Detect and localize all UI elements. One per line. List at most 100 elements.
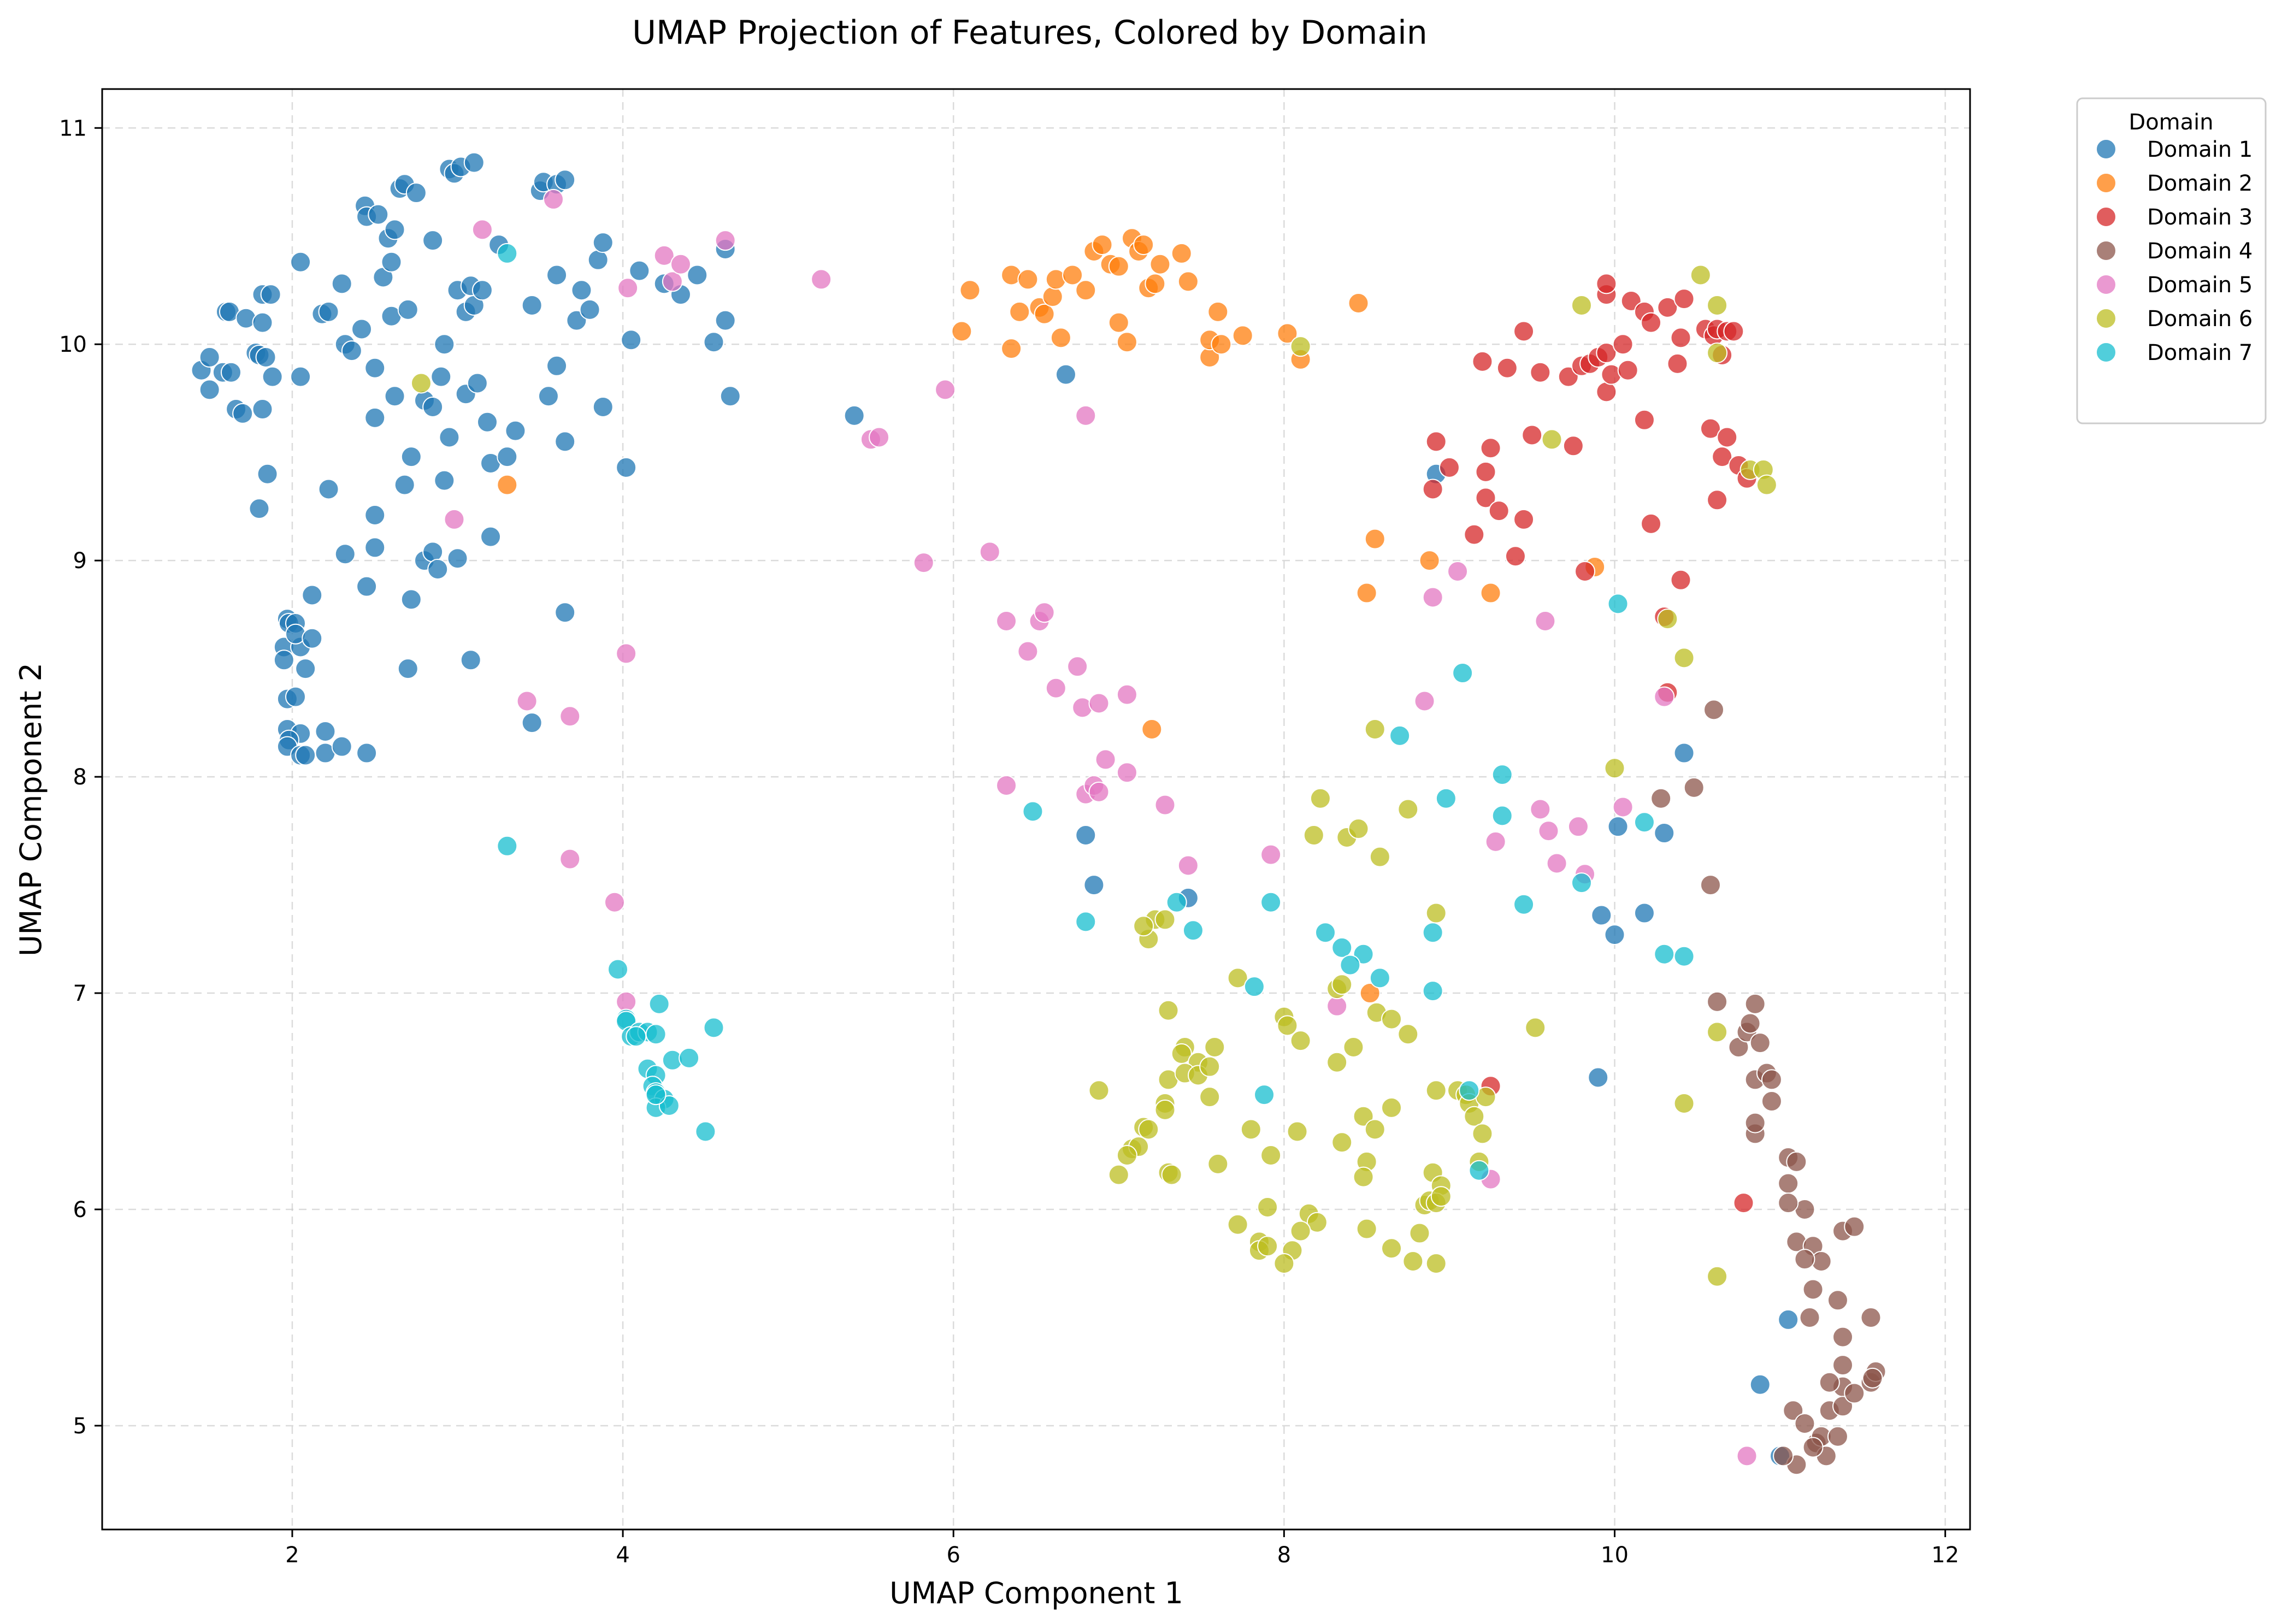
data-point [444, 509, 465, 530]
data-point [1409, 1223, 1430, 1244]
data-point [410, 373, 432, 394]
data-point [1348, 818, 1369, 840]
data-point [1001, 338, 1022, 359]
data-point [1075, 405, 1096, 426]
data-point [405, 182, 427, 204]
legend-item: Domain 4 [2096, 239, 2252, 264]
data-point [555, 169, 576, 191]
legend-item: Domain 6 [2096, 306, 2252, 332]
data-point [1690, 264, 1711, 286]
data-point [334, 544, 356, 565]
y-tick-label: 7 [73, 981, 87, 1006]
data-point [302, 628, 323, 649]
data-point [1381, 1008, 1402, 1030]
data-point [1567, 816, 1589, 837]
data-point [1314, 922, 1336, 943]
data-point [1541, 429, 1562, 450]
x-axis-label: UMAP Component 1 [889, 1576, 1183, 1610]
data-point [1414, 690, 1435, 712]
data-point [1530, 799, 1551, 820]
data-point [1604, 758, 1625, 779]
data-point [1141, 719, 1163, 740]
data-point [1707, 1021, 1728, 1043]
legend-marker [2096, 274, 2116, 295]
data-points [191, 152, 1886, 1475]
data-point [1045, 677, 1066, 699]
x-tick-label: 12 [1931, 1543, 1959, 1568]
legend-item: Domain 5 [2096, 273, 2252, 298]
data-point [364, 407, 386, 428]
legend-item: Domain 7 [2096, 340, 2252, 365]
data-point [422, 230, 444, 251]
data-point [1607, 593, 1629, 615]
data-point [703, 1017, 724, 1038]
data-point [1657, 609, 1678, 630]
y-tick-label: 8 [73, 765, 87, 790]
data-point [1211, 334, 1232, 355]
data-point [1756, 474, 1777, 495]
data-point [543, 188, 564, 210]
data-point [811, 269, 832, 290]
data-point [1290, 336, 1311, 357]
data-point [1700, 418, 1721, 439]
data-point [1739, 1013, 1761, 1034]
data-point [1505, 546, 1526, 567]
data-point [1356, 1218, 1377, 1239]
data-point [1844, 1383, 1865, 1404]
legend-label: Domain 3 [2147, 205, 2252, 230]
data-point [1260, 844, 1282, 865]
data-point [262, 366, 283, 387]
data-point [1067, 656, 1088, 677]
data-point [290, 366, 311, 387]
data-point [1491, 805, 1513, 826]
data-point [467, 373, 488, 394]
data-point [913, 552, 934, 574]
data-point [1712, 446, 1733, 468]
data-point [1166, 891, 1187, 913]
data-point [356, 576, 378, 597]
data-point [1591, 905, 1612, 926]
data-point [1303, 825, 1324, 846]
data-point [1092, 234, 1113, 256]
data-point [592, 232, 614, 253]
data-point [1017, 269, 1039, 290]
data-point [1075, 280, 1096, 301]
data-point [679, 1047, 700, 1068]
data-point [290, 251, 311, 273]
series-2 [497, 228, 1606, 1004]
data-point [935, 379, 956, 400]
data-point [1050, 327, 1071, 349]
data-point [616, 457, 637, 478]
data-point [422, 397, 444, 418]
data-point [1761, 1069, 1782, 1090]
data-point [616, 991, 637, 1012]
data-point [295, 745, 316, 766]
data-point [1364, 528, 1385, 550]
data-point [1108, 1164, 1129, 1185]
data-point [1571, 294, 1592, 316]
y-tick-label: 5 [73, 1414, 87, 1439]
legend-marker [2096, 240, 2116, 261]
data-point [1673, 742, 1695, 764]
data-point [1832, 1326, 1854, 1348]
data-point [1513, 321, 1535, 342]
data-point [384, 386, 405, 407]
data-point [1353, 1166, 1374, 1188]
data-point [447, 548, 468, 569]
data-point [715, 310, 736, 331]
data-point [1496, 357, 1518, 379]
legend-label: Domain 5 [2147, 273, 2252, 298]
data-point [1364, 1119, 1385, 1140]
data-point [285, 686, 306, 707]
data-point [439, 427, 460, 448]
data-point [1381, 1097, 1402, 1118]
data-point [687, 264, 708, 286]
data-point [616, 643, 637, 664]
data-point [252, 399, 273, 420]
data-point [1425, 1080, 1447, 1101]
data-point [1232, 325, 1253, 346]
data-point [252, 312, 273, 333]
data-point [1207, 301, 1229, 322]
data-point [1133, 916, 1154, 937]
